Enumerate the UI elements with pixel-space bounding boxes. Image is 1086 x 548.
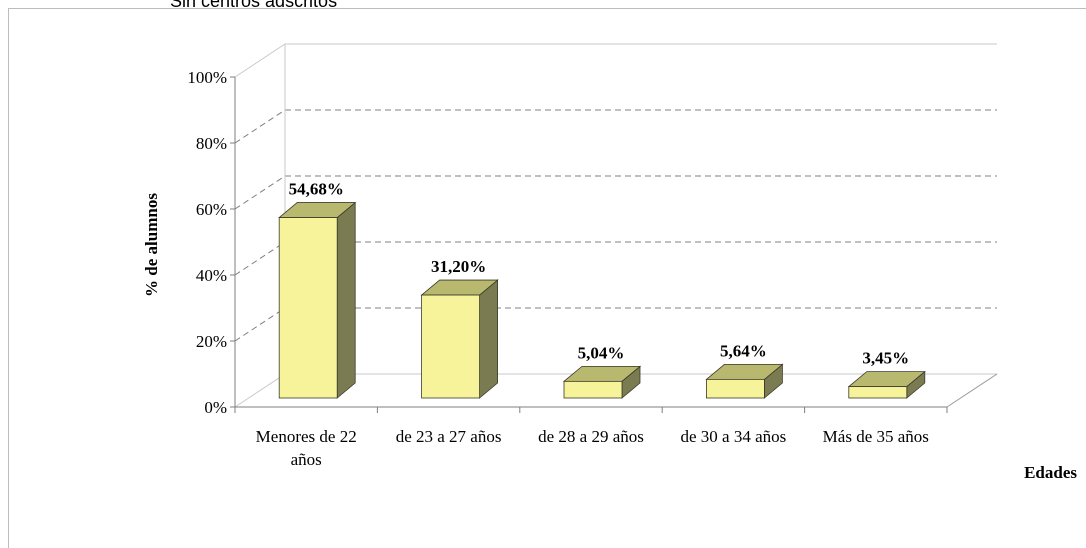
y-tick-label: 100% [187, 68, 227, 87]
bar [278, 201, 357, 399]
bar-front [848, 386, 908, 399]
gridline-diagonal-top [234, 43, 286, 78]
x-tick-label: Más de 35 años [823, 427, 929, 446]
y-tick-label: 0% [204, 398, 227, 417]
gridline-diagonal [234, 175, 286, 210]
bar-front [278, 217, 338, 399]
data-label: 54,68% [289, 180, 344, 199]
data-label: 31,20% [431, 257, 486, 276]
data-label: 3,45% [862, 349, 909, 368]
x-tick-label: Menores de 22 años [256, 427, 357, 469]
y-tick-label: 80% [196, 134, 227, 153]
bars [278, 201, 926, 399]
y-axis-title: % de alumnos [142, 193, 161, 297]
bar-front [706, 378, 765, 399]
labels: 0% 20% 40% 60% 80% 100% 54,68% Menores de 22 año… [187, 68, 929, 469]
bar-front [421, 294, 481, 399]
data-label: 5,04% [578, 343, 625, 362]
data-label: 5,64% [720, 341, 767, 360]
bar-side [479, 279, 499, 399]
bar [562, 365, 642, 399]
y-tick-label: 40% [196, 266, 227, 285]
gridline-diagonal [234, 307, 286, 342]
bar [705, 363, 784, 399]
y-tick-label: 60% [196, 200, 227, 219]
chart-frame [8, 8, 1086, 548]
bar [420, 279, 499, 399]
bar [847, 370, 926, 399]
gridlines [234, 43, 997, 342]
gridline-diagonal [234, 109, 286, 144]
floor-right-edge [946, 373, 998, 408]
bar-front [563, 380, 623, 399]
bar-side [336, 201, 356, 399]
x-tick-label: de 30 a 34 años [681, 427, 787, 446]
gridline-diagonal [234, 241, 286, 276]
x-tick-label: de 28 a 29 años [538, 427, 644, 446]
chart-top-title: Sin centros adscritos [170, 0, 338, 11]
y-tick-label: 20% [196, 332, 227, 351]
x-axis-title: Edades [1024, 463, 1077, 482]
x-tick-label: de 23 a 27 años [396, 427, 502, 446]
floor-left-edge [234, 373, 286, 408]
